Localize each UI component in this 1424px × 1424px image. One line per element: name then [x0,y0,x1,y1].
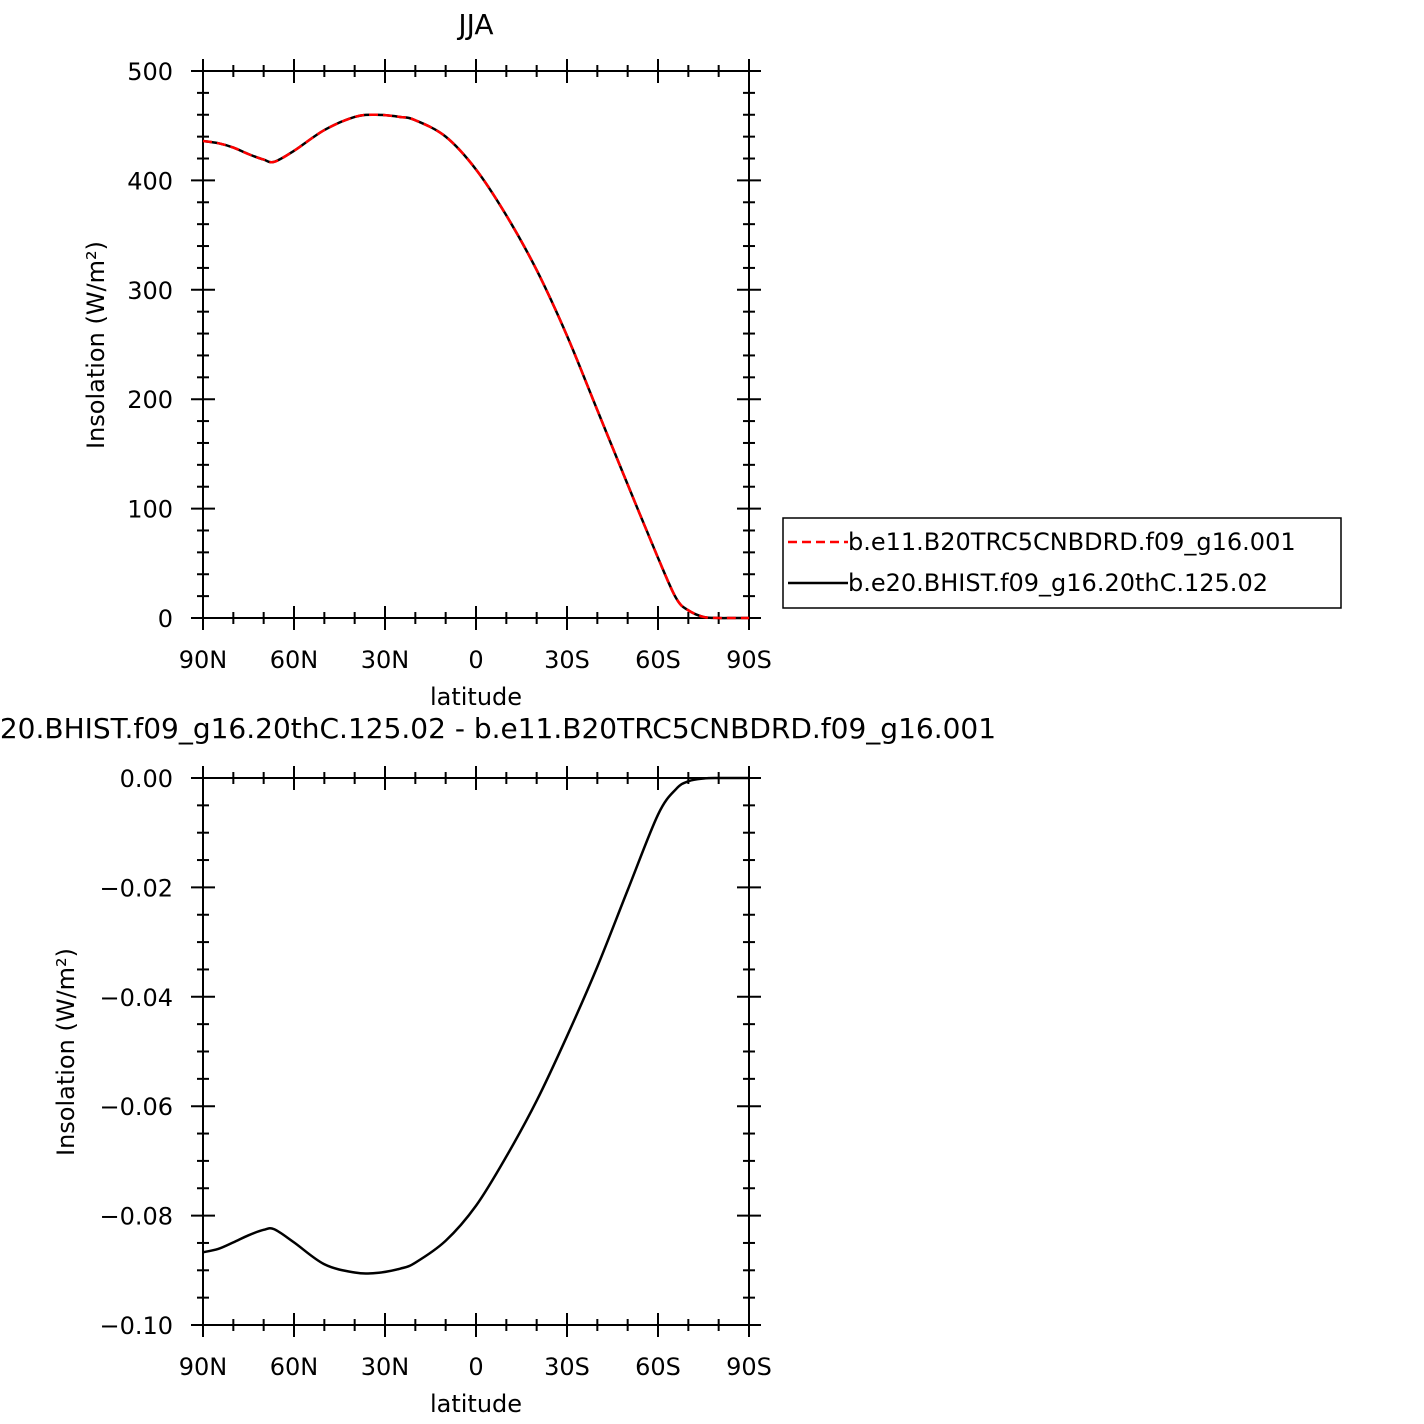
x-tick-label: 0 [468,1353,483,1381]
bottom-panel-x-axis-label: latitude [430,1390,522,1418]
bottom-panel-series-lines [202,776,749,1275]
y-tick-label: 200 [127,386,173,414]
x-tick-label: 0 [468,646,483,674]
legend-entry-1: b.e20.BHIST.f09_g16.20thC.125.02 [848,569,1268,597]
y-tick-label: 500 [127,58,173,86]
y-tick-label: −0.08 [99,1203,173,1231]
legend-box [782,517,1342,609]
y-tick-label: −0.02 [99,874,173,902]
top-panel-series-lines [202,113,749,620]
y-tick-label: 300 [127,277,173,305]
y-tick-label: 0 [158,605,173,633]
x-tick-label: 30S [544,646,590,674]
bottom-panel-plot-frame [202,777,750,1326]
y-tick-label: 400 [127,167,173,195]
top-panel-plot-frame [202,70,750,619]
bottom-panel-title: b.e20.BHIST.f09_g16.20thC.125.02 - b.e11… [0,712,996,745]
y-tick-label: −0.10 [99,1312,173,1340]
top-panel-title: JJA [456,8,493,41]
y-tick-label: 0.00 [120,765,173,793]
top-panel-y-axis-label: Insolation (W/m²) [82,241,110,449]
x-tick-label: 90S [726,646,772,674]
x-tick-label: 30S [544,1353,590,1381]
bottom-panel-ticks: 90N 60N 30N 0 30S 60S 90S 0.00 −0.02 −0.04 −0.06 −0… [99,765,771,1381]
series-line-0 [202,113,749,620]
series-line-0 [202,776,749,1275]
top-panel: JJA 90N 60N 30N 0 30S 60S 90S0100200300400500 … [82,8,1342,711]
top-panel-ticks: 90N 60N 30N 0 30S 60S 90S 0 100 200 300 400 500 [127,58,772,674]
y-tick-label: −0.04 [99,984,173,1012]
bottom-panel-y-axis-label: Insolation (W/m²) [52,948,80,1156]
x-tick-label: 60N [270,1353,319,1381]
x-tick-label: 60N [270,646,319,674]
y-tick-label: 100 [127,496,173,524]
series-line-1 [202,113,749,620]
x-tick-label: 90S [726,1353,772,1381]
x-tick-label: 90N [179,1353,228,1381]
bottom-panel: b.e20.BHIST.f09_g16.20thC.125.02 - b.e11… [0,712,996,1418]
x-tick-label: 30N [361,1353,410,1381]
x-tick-label: 60S [635,1353,681,1381]
top-panel-x-axis-label: latitude [430,683,522,711]
legend-entry-0: b.e11.B20TRC5CNBDRD.f09_g16.001 [848,528,1296,556]
y-tick-label: −0.06 [99,1093,173,1121]
x-tick-label: 30N [361,646,410,674]
x-tick-label: 60S [635,646,681,674]
x-tick-label: 90N [179,646,228,674]
top-panel-legend: b.e11.B20TRC5CNBDRD.f09_g16.001 b.e20.BH… [782,517,1342,609]
